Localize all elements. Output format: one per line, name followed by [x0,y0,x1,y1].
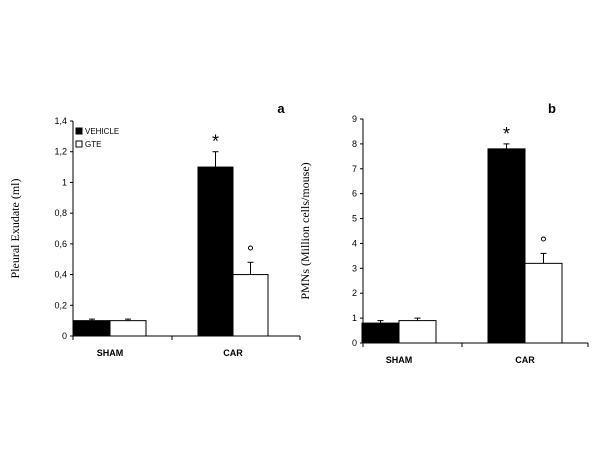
y-tick-label: 2 [352,288,357,298]
bar-vehicle-car [487,148,526,344]
panel-label: a [277,101,285,116]
y-tick-label: 1 [62,177,67,187]
significance-marker: ° [247,242,254,262]
significance-marker: * [503,124,510,144]
significance-marker: * [212,132,219,152]
bar-vehicle-sham [361,322,400,344]
panel-a: 0 0,2 0,4 0,6 0,8 1 1,2 1,4 SHAM CAR * ° Pleural Exu… [8,101,301,358]
y-axis-label: Pleural Exudate (ml) [8,179,22,279]
category-label: SHAM [97,348,124,358]
panel-label: b [548,101,556,116]
y-tick-label: 1 [352,313,357,323]
legend-swatch [75,127,83,135]
bar-gte-sham [398,320,437,344]
y-tick-label: 4 [352,238,357,248]
y-tick-label: 9 [352,114,357,124]
y-tick-label: 0,4 [54,270,67,280]
legend-swatch [75,140,83,148]
bar-vehicle-sham [73,320,111,337]
y-tick-label: 1,2 [54,147,67,157]
y-axis-label: PMNs (Million cells/mouse) [298,162,312,299]
y-tick-label: 1,4 [54,116,67,126]
y-tick-label: 0,6 [54,239,67,249]
category-label: CAR [515,355,535,365]
y-tick-label: 0 [352,338,357,348]
y-tick-label: 3 [352,263,357,273]
bar-gte-car [524,262,563,344]
y-tick-label: 5 [352,214,357,224]
y-tick-label: 6 [352,189,357,199]
legend-label: GTE [85,140,101,149]
category-label: CAR [223,348,243,358]
panel-b: 0 1 2 3 4 5 6 7 8 9 SHAM CAR * ° PMNs (Million cells/m… [298,101,589,365]
bar-gte-car [232,274,269,337]
y-tick-label: 0,8 [54,208,67,218]
y-tick-label: 0 [62,331,67,341]
bar-vehicle-car [197,166,234,337]
significance-marker: ° [540,233,547,253]
y-tick-label: 0,2 [54,300,67,310]
bar-gte-sham [109,320,147,337]
y-tick-label: 7 [352,164,357,174]
category-label: SHAM [386,355,413,365]
legend-label: VEHICLE [85,127,119,136]
y-tick-label: 8 [352,139,357,149]
